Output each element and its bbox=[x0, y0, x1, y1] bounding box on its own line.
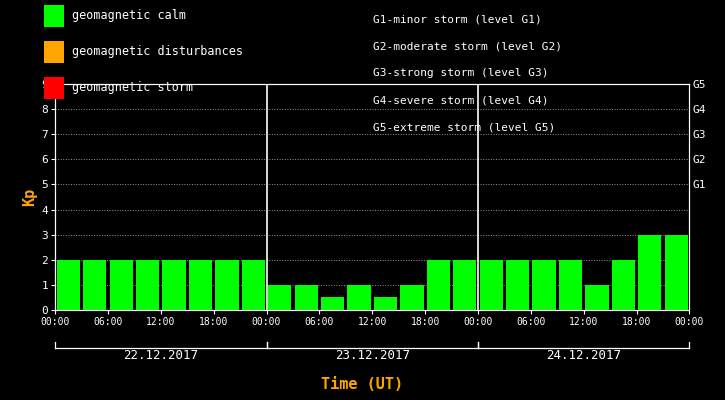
Text: 24.12.2017: 24.12.2017 bbox=[546, 349, 621, 362]
Text: Time (UT): Time (UT) bbox=[321, 377, 404, 392]
Y-axis label: Kp: Kp bbox=[22, 188, 37, 206]
Bar bbox=[585, 285, 608, 310]
Bar bbox=[400, 285, 423, 310]
Bar bbox=[532, 260, 556, 310]
Bar bbox=[268, 285, 291, 310]
Bar bbox=[506, 260, 529, 310]
Bar bbox=[57, 260, 80, 310]
Bar bbox=[83, 260, 107, 310]
Bar bbox=[241, 260, 265, 310]
Bar bbox=[638, 235, 661, 310]
Bar bbox=[347, 285, 370, 310]
Bar bbox=[136, 260, 160, 310]
Bar bbox=[427, 260, 450, 310]
Bar bbox=[612, 260, 635, 310]
Text: G3-strong storm (level G3): G3-strong storm (level G3) bbox=[373, 68, 549, 78]
Bar bbox=[480, 260, 503, 310]
Text: geomagnetic storm: geomagnetic storm bbox=[72, 82, 194, 94]
Text: G5-extreme storm (level G5): G5-extreme storm (level G5) bbox=[373, 123, 555, 133]
Text: G4-severe storm (level G4): G4-severe storm (level G4) bbox=[373, 96, 549, 106]
Bar bbox=[559, 260, 582, 310]
Bar bbox=[294, 285, 318, 310]
Bar bbox=[109, 260, 133, 310]
Bar bbox=[665, 235, 688, 310]
Text: geomagnetic calm: geomagnetic calm bbox=[72, 10, 186, 22]
Bar bbox=[188, 260, 212, 310]
Text: G1-minor storm (level G1): G1-minor storm (level G1) bbox=[373, 14, 542, 24]
Bar bbox=[215, 260, 239, 310]
Text: geomagnetic disturbances: geomagnetic disturbances bbox=[72, 46, 244, 58]
Text: G2-moderate storm (level G2): G2-moderate storm (level G2) bbox=[373, 41, 563, 51]
Bar bbox=[321, 298, 344, 310]
Text: 23.12.2017: 23.12.2017 bbox=[335, 349, 410, 362]
Text: 22.12.2017: 22.12.2017 bbox=[123, 349, 199, 362]
Bar bbox=[453, 260, 476, 310]
Bar bbox=[162, 260, 186, 310]
Bar bbox=[374, 298, 397, 310]
